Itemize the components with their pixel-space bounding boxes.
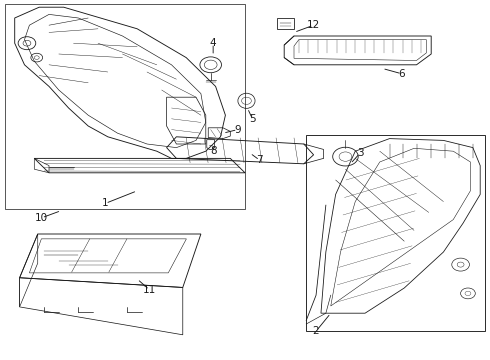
Text: 5: 5 [249,114,256,124]
Text: 6: 6 [398,69,405,79]
Text: 8: 8 [210,146,217,156]
Text: 7: 7 [256,155,263,165]
Text: 1: 1 [102,198,109,208]
Text: 10: 10 [35,213,48,223]
Text: 4: 4 [210,38,217,48]
Text: 11: 11 [143,285,156,295]
Text: 12: 12 [307,20,320,30]
Text: 9: 9 [234,125,241,135]
Text: 3: 3 [357,148,364,158]
Text: 2: 2 [313,326,319,336]
